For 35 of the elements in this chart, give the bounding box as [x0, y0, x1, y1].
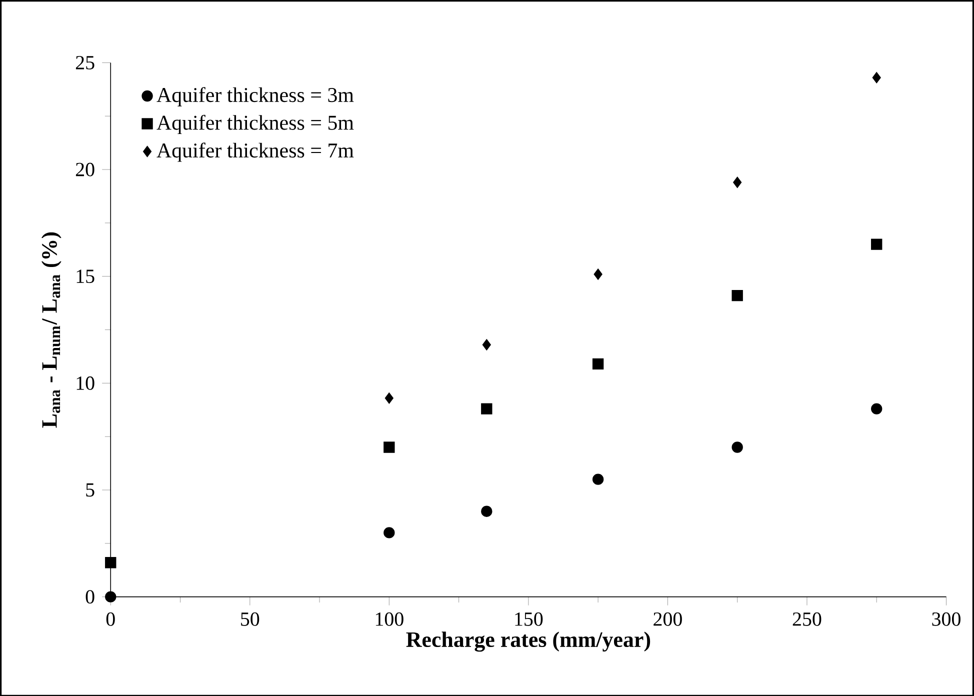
y-tick-label: 20: [76, 162, 94, 176]
point: [481, 402, 492, 414]
point: [733, 176, 742, 188]
x-tick-label: 100: [376, 612, 404, 626]
point: [732, 290, 743, 301]
point: [872, 72, 881, 84]
legend-label: Aquifer thickness = 7m: [156, 142, 354, 162]
x-tick-label: 0: [106, 612, 115, 626]
y-tick-label: 15: [76, 269, 94, 283]
point: [384, 441, 395, 453]
point: [105, 556, 116, 568]
legend-label: Aquifer thickness = 3m: [156, 86, 354, 106]
point: [592, 474, 604, 485]
y-tick-label: 25: [76, 56, 94, 70]
x-tick-label: 50: [241, 612, 260, 626]
x-tick-label: 300: [932, 612, 960, 626]
y-tick-label: 5: [86, 483, 94, 496]
point: [481, 506, 492, 517]
x-tick-label: 150: [515, 612, 543, 626]
point: [732, 441, 743, 453]
point: [592, 358, 604, 370]
y-tick-label: 0: [86, 590, 94, 604]
point: [871, 402, 882, 414]
point: [105, 591, 116, 602]
legend-label: Aquifer thickness = 5m: [156, 114, 354, 134]
point: [482, 338, 491, 350]
y-axis-title: L$_{ana}$ - L$_{num}$/ L$_{ana}$ (%): [41, 232, 62, 428]
x-tick-label: 250: [792, 612, 822, 626]
point: [384, 526, 395, 538]
point: [384, 392, 394, 404]
point: [871, 238, 882, 250]
point: [594, 268, 602, 280]
y-tick-label: 10: [76, 376, 94, 390]
x-axis-title: Recharge rates (mm/year): [406, 631, 650, 652]
x-tick-label: 200: [654, 612, 682, 626]
